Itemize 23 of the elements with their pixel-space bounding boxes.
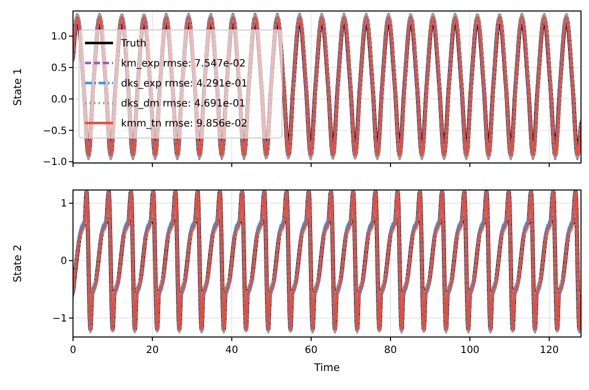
x-axis-title: Time [313,362,340,374]
x-tick-label: 60 [304,345,318,356]
legend-label: Truth [120,38,146,50]
x-tick-label: 80 [384,345,397,356]
y-tick-label: 0 [60,256,67,268]
y-tick-label: 1 [60,198,67,210]
legend-label: dks_exp rmse: 4.291e-01 [121,78,248,90]
x-tick-label: 20 [146,345,159,356]
y-axis-title: State 2 [12,244,24,282]
x-tick-label: 100 [460,345,480,356]
y-tick-label: 0.5 [51,63,67,74]
y-tick-label: 0.0 [51,94,67,106]
y-axis-title: State 1 [12,68,24,106]
x-tick-label: 120 [540,345,559,356]
x-tick-label: 0 [70,345,76,356]
x-tick-label: 40 [225,345,238,356]
y-tick-label: 1.0 [51,32,67,43]
y-tick-label: −0.5 [42,126,67,137]
legend-label: km_exp rmse: 7.547e-02 [121,58,246,70]
y-tick-label: −1.0 [42,157,67,168]
y-tick-label: −1 [52,314,67,325]
legend-label: kmm_tn rmse: 9.856e-02 [121,118,248,130]
legend-label: dks_dm rmse: 4.691e-01 [121,98,246,110]
